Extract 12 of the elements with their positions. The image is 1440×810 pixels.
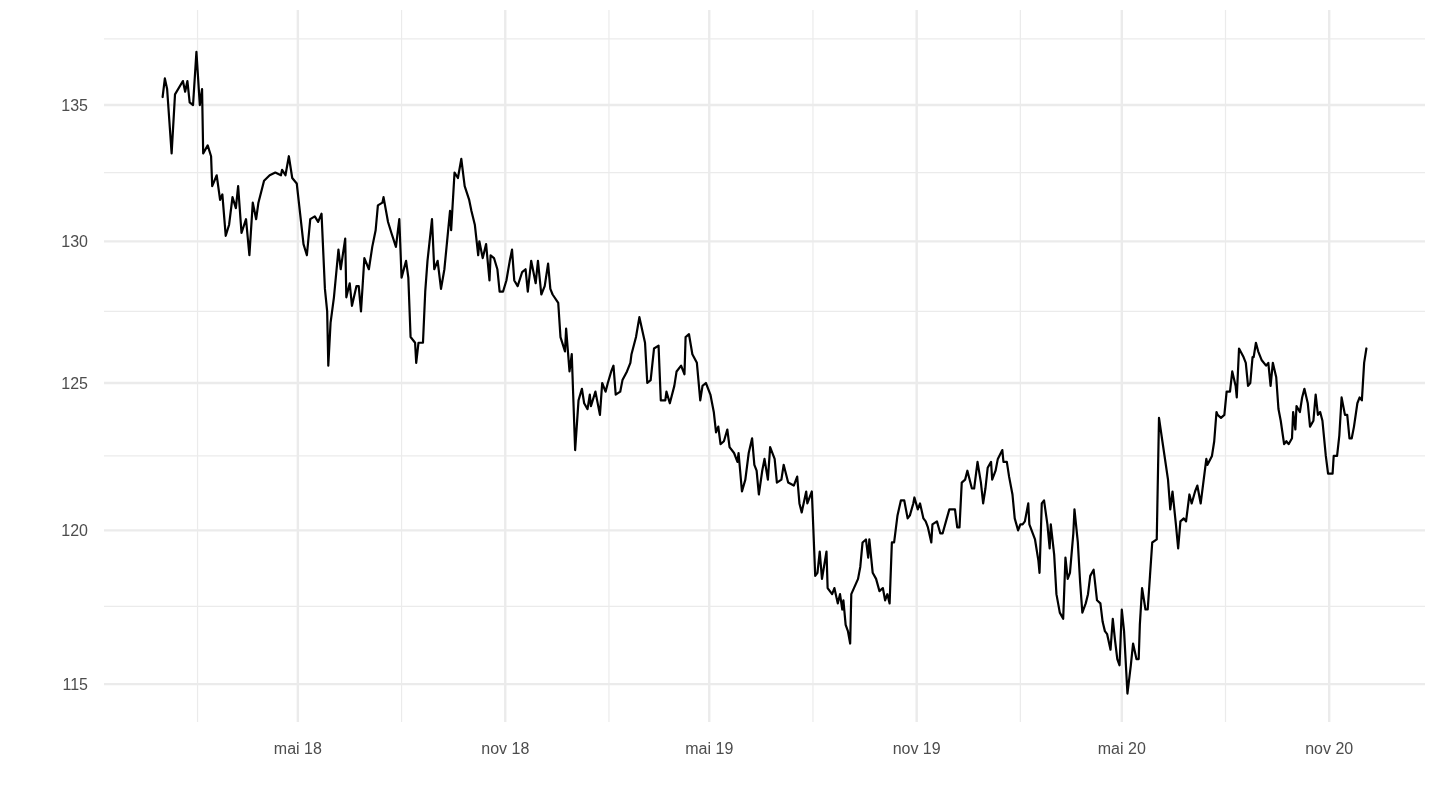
x-tick-label: mai 19 [685,740,734,757]
x-tick-label: nov 20 [1305,740,1354,757]
x-tick-label: nov 19 [892,740,941,757]
line-series [161,50,1368,695]
y-tick-label: 130 [61,232,89,250]
y-tick-label: 125 [61,374,89,392]
y-tick-label: 120 [61,522,89,540]
x-tick-label: mai 18 [273,740,322,757]
y-tick-label: 135 [61,96,89,114]
x-tick-label: mai 20 [1097,740,1146,757]
y-tick-label: 115 [62,675,89,693]
x-tick-label: nov 18 [481,740,530,757]
